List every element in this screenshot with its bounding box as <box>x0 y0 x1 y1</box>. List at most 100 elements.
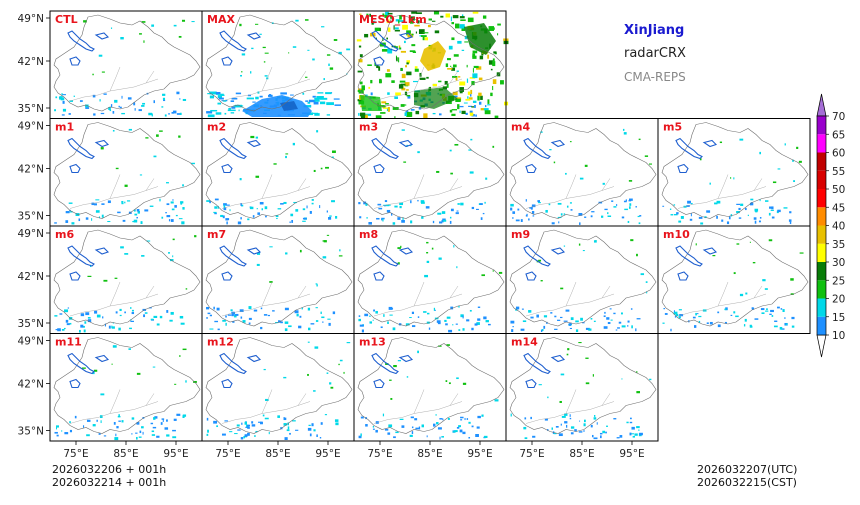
colorbar-segment <box>817 207 826 226</box>
echo-cell <box>466 418 469 420</box>
echo-cell <box>248 317 252 320</box>
echo-cell <box>560 287 564 290</box>
echo-cell <box>398 20 404 22</box>
echo-cell <box>698 320 701 324</box>
echo-cell <box>284 437 288 440</box>
echo-cell <box>136 436 138 440</box>
echo-cell <box>418 29 425 34</box>
echo-cell <box>365 202 368 206</box>
echo-cell <box>753 217 757 220</box>
echo-cell <box>406 62 409 65</box>
echo-cell <box>290 94 294 96</box>
echo-cell <box>228 107 231 110</box>
echo-cell <box>398 20 400 24</box>
echo-cell <box>728 216 731 220</box>
echo-cell <box>115 433 117 437</box>
echo-cell <box>284 321 289 324</box>
echo-cell <box>292 46 297 48</box>
echo-cell <box>528 218 530 221</box>
province-border <box>53 337 201 434</box>
echo-cell <box>368 86 371 89</box>
echo-cell <box>307 307 311 311</box>
echo-cell <box>772 181 777 184</box>
echo-cell <box>796 146 799 149</box>
echo-cell <box>326 234 330 236</box>
echo-cell <box>459 105 464 108</box>
echo-cell <box>136 422 140 425</box>
map-panel: m11 <box>49 333 203 442</box>
echo-cell <box>435 414 437 416</box>
echo-cell <box>413 80 419 83</box>
echo-cell <box>762 279 766 282</box>
echo-cell <box>412 51 417 53</box>
echo-cell <box>367 64 372 67</box>
echo-cell <box>122 219 126 222</box>
echo-cell <box>700 222 704 225</box>
echo-cell <box>394 205 398 208</box>
echo-cell <box>305 100 309 102</box>
echo-cell <box>761 312 765 315</box>
echo-cell <box>492 85 494 91</box>
colorbar-segment <box>817 152 826 171</box>
echo-cell <box>114 277 118 279</box>
echo-cell <box>87 317 91 319</box>
echo-cell <box>596 422 598 425</box>
echo-cell <box>602 430 606 434</box>
echo-cell <box>557 202 562 205</box>
echo-cell <box>555 426 559 428</box>
echo-cell <box>433 307 436 311</box>
echo-cell <box>420 35 427 37</box>
echo-cell <box>490 92 493 97</box>
lake-outline <box>523 352 551 375</box>
echo-cell <box>103 435 107 437</box>
map-panel: m1 <box>49 118 203 227</box>
echo-cell <box>394 46 398 49</box>
echo-cell <box>738 217 742 219</box>
echo-cell <box>301 307 303 310</box>
province-border <box>53 229 201 327</box>
echo-cell <box>563 320 568 322</box>
echo-cell <box>613 418 617 420</box>
echo-cell <box>280 92 287 95</box>
echo-cell <box>255 430 258 433</box>
echo-cell <box>437 322 441 325</box>
lake-outline <box>523 137 551 160</box>
map-panel: m10 <box>657 225 811 334</box>
echo-cell <box>359 54 363 58</box>
echo-cell <box>459 90 463 94</box>
echo-cell <box>121 202 124 205</box>
echo-cell <box>638 138 641 141</box>
echo-cell <box>162 93 166 96</box>
prefecture-border <box>69 281 159 317</box>
echo-cell <box>309 210 312 214</box>
echo-cell <box>230 100 235 103</box>
echo-cell <box>768 212 771 216</box>
echo-cell <box>213 420 218 424</box>
echo-cell <box>771 216 775 219</box>
echo-cell <box>630 308 633 310</box>
echo-cell <box>137 210 140 214</box>
echo-cell <box>531 210 535 214</box>
lat-tick-label: 35°N <box>18 426 44 438</box>
lake-outline <box>373 271 385 281</box>
echo-cell <box>492 61 496 67</box>
echo-cell <box>100 112 105 115</box>
echo-cell <box>185 380 187 383</box>
echo-cell <box>216 425 219 428</box>
echo-cell <box>448 329 453 333</box>
echo-cell <box>176 91 180 95</box>
echo-cell <box>740 203 744 206</box>
echo-cell <box>730 314 733 317</box>
echo-cell <box>85 107 90 109</box>
echo-cell <box>605 431 607 434</box>
echo-cell <box>74 415 77 419</box>
echo-cell <box>389 314 393 316</box>
echo-cell <box>262 414 265 417</box>
echo-cell <box>92 371 95 375</box>
echo-cell <box>285 252 288 255</box>
echo-cell <box>569 417 572 420</box>
echo-cell <box>209 328 214 330</box>
echo-cell <box>133 102 136 106</box>
echo-cell <box>102 316 104 319</box>
